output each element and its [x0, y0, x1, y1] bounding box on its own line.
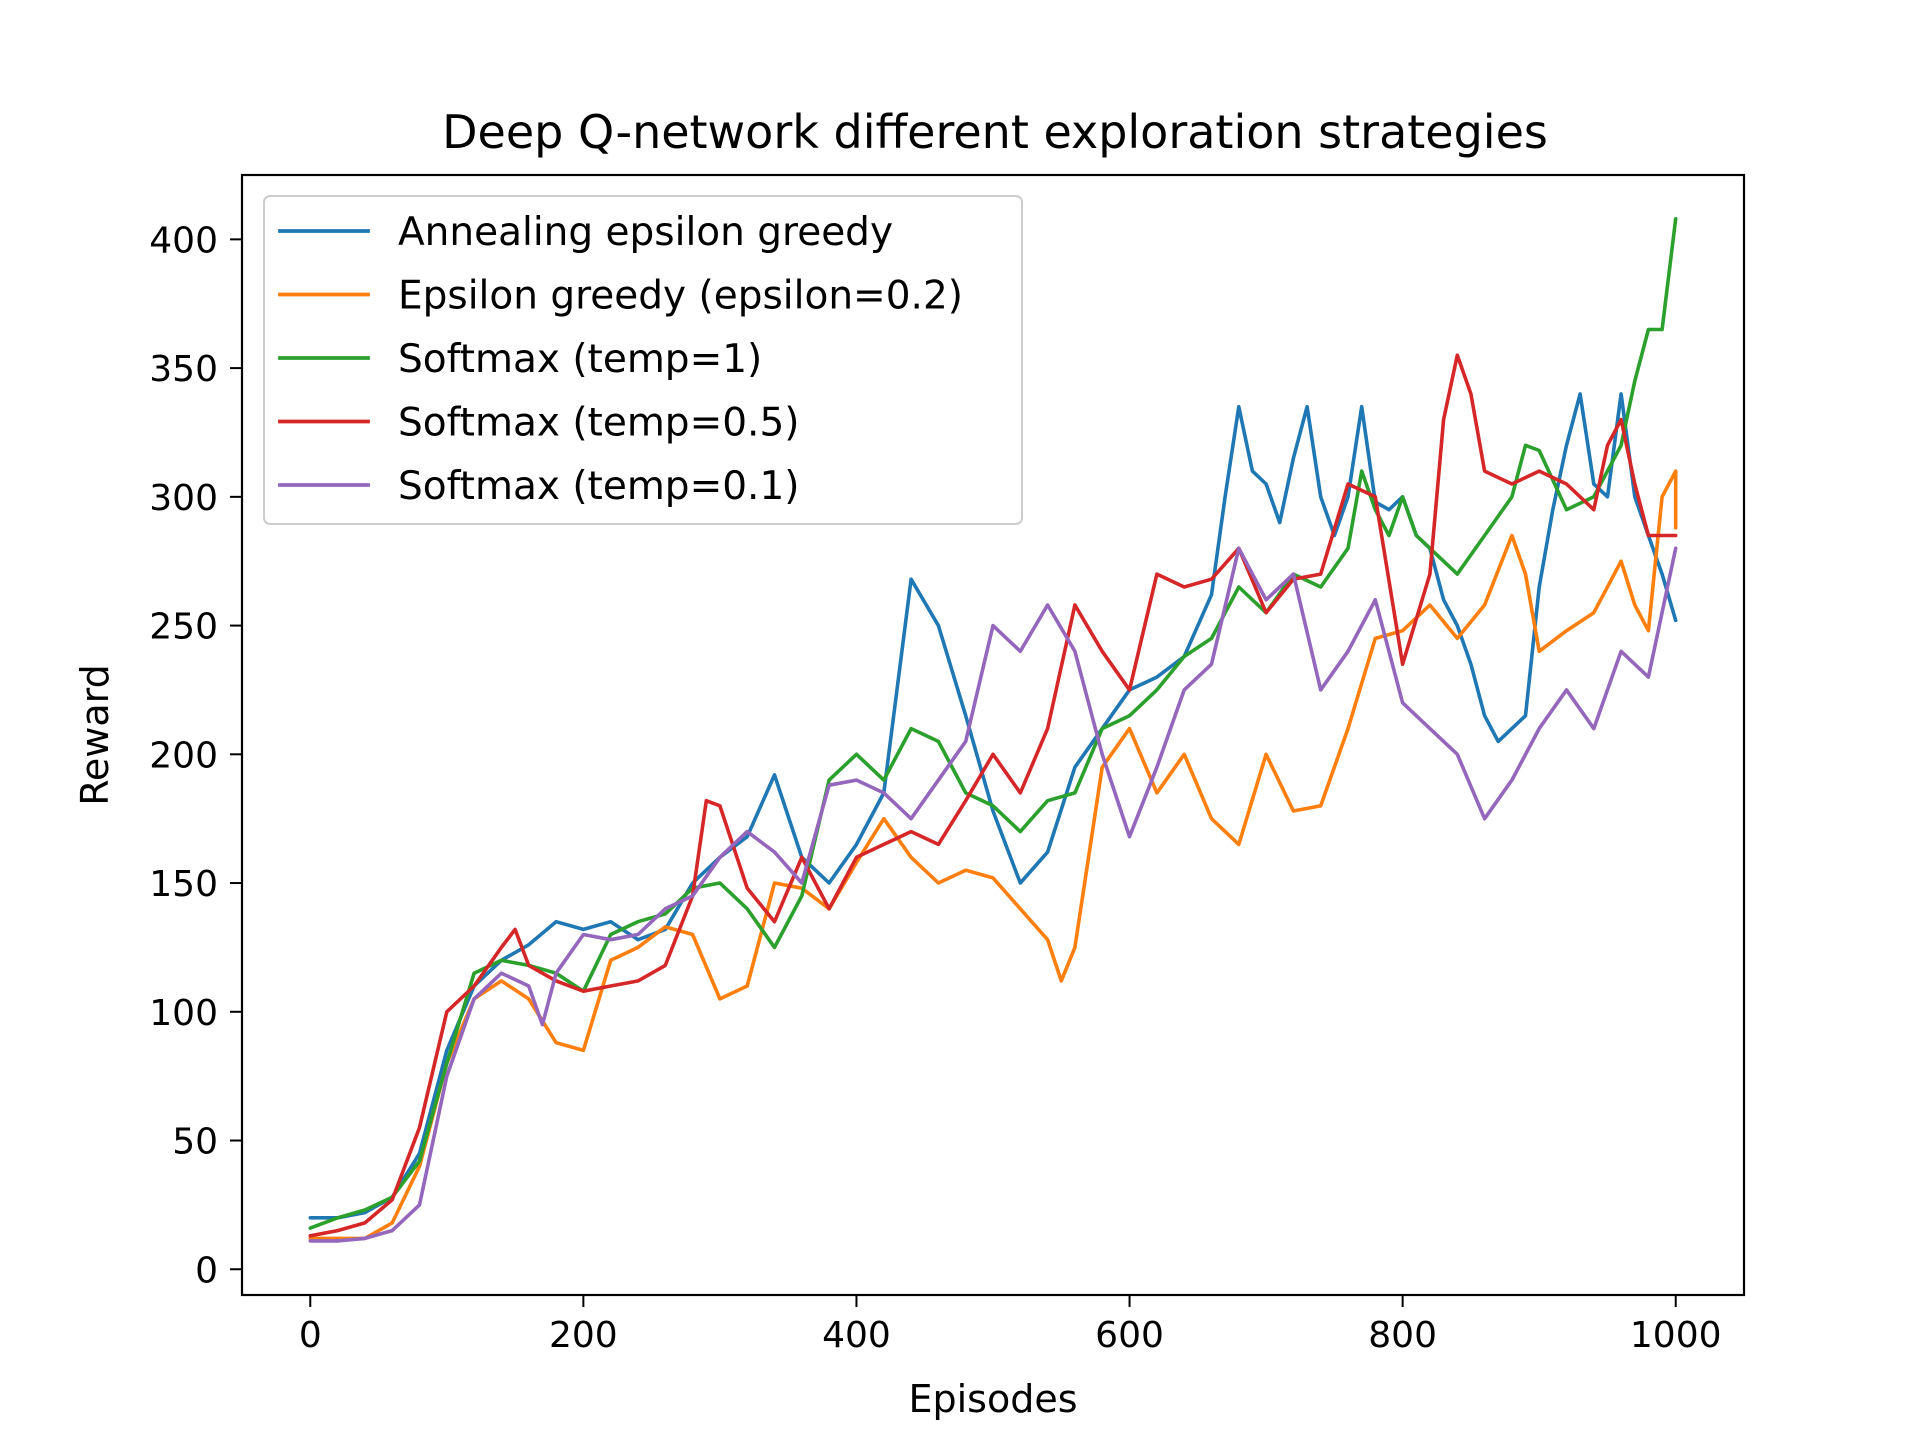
y-tick-label: 150: [149, 864, 218, 905]
x-tick-label: 600: [1095, 1315, 1164, 1356]
legend-item-3: Softmax (temp=1): [278, 337, 762, 382]
y-tick-label: 350: [149, 349, 218, 390]
legend-label: Softmax (temp=1): [398, 337, 762, 382]
y-tick-label: 250: [149, 607, 218, 648]
x-tick-label: 800: [1368, 1315, 1437, 1356]
plot-area: 0 200 400 600 800 1000 0 50 100 150 200 250 300 350 4…: [149, 173, 1746, 1356]
x-axis: 0 200 400 600 800 1000: [299, 1295, 1722, 1356]
y-axis-label: Reward: [73, 664, 117, 806]
x-tick-label: 400: [822, 1315, 891, 1356]
legend-label: Softmax (temp=0.1): [398, 464, 799, 509]
legend-item-1: Annealing epsilon greedy: [278, 210, 893, 255]
y-tick-label: 400: [149, 220, 218, 261]
legend-box: [263, 195, 1023, 525]
y-tick-label: 50: [172, 1122, 218, 1163]
y-tick-label: 300: [149, 478, 218, 519]
legend-label: Epsilon greedy (epsilon=0.2): [398, 274, 963, 319]
plot-frame: [240, 173, 1746, 1297]
x-axis-label: Episodes: [908, 1377, 1077, 1421]
series-line-1: [308, 392, 1678, 1220]
series-line-4: [308, 353, 1678, 1238]
x-tick-label: 200: [549, 1315, 618, 1356]
x-tick-label: 0: [299, 1315, 322, 1356]
legend-label: Annealing epsilon greedy: [398, 210, 893, 255]
series-line-5: [308, 546, 1678, 1243]
x-tick-label: 1000: [1630, 1315, 1722, 1356]
y-tick-label: 200: [149, 735, 218, 776]
series-group: [308, 217, 1678, 1243]
legend: Annealing epsilon greedy Epsilon greedy (…: [263, 195, 1023, 525]
legend-label: Softmax (temp=0.5): [398, 401, 799, 446]
legend-item-5: Softmax (temp=0.1): [278, 464, 799, 509]
legend-item-4: Softmax (temp=0.5): [278, 401, 799, 446]
y-axis: 0 50 100 150 200 250 300 350 400: [149, 220, 242, 1291]
y-tick-label: 100: [149, 993, 218, 1034]
chart-title: Deep Q-network different exploration str…: [442, 105, 1548, 159]
series-line-2: [308, 469, 1678, 1241]
legend-item-2: Epsilon greedy (epsilon=0.2): [278, 274, 963, 319]
y-tick-label: 0: [195, 1250, 218, 1291]
series-line-3: [308, 217, 1678, 1230]
